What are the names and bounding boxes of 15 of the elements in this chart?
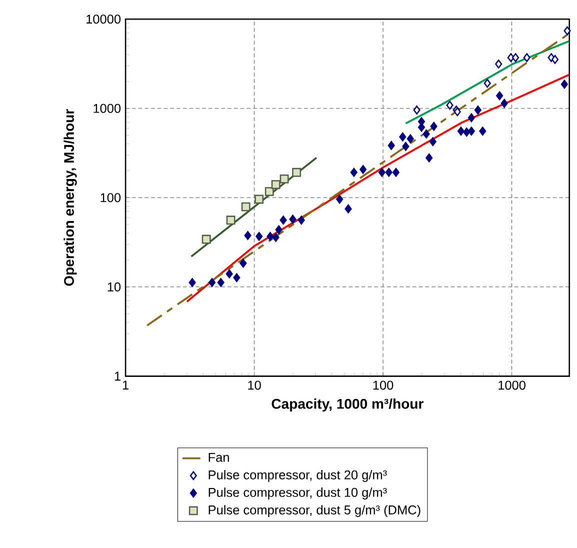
x-tick-label: 1	[122, 380, 128, 390]
y-tick-label: 100	[100, 192, 121, 202]
legend-label: Pulse compressor, dust 5 g/m³ (DMC)	[208, 504, 420, 517]
y-tick-label: 10000	[86, 14, 121, 24]
x-axis-title: Capacity, 1000 m³/hour	[272, 398, 424, 412]
legend-label: Pulse compressor, dust 10 g/m³	[208, 487, 387, 500]
x-tick-label: 1000	[498, 380, 526, 390]
y-axis-title: Operation energy, MJ/hour	[64, 108, 77, 286]
y-tick-label: 10	[108, 282, 121, 292]
x-tick-label: 100	[373, 380, 394, 390]
legend-label: Pulse compressor, dust 20 g/m³	[208, 470, 387, 482]
x-tick-label: 10	[248, 380, 261, 390]
y-tick-label: 1000	[94, 104, 121, 113]
legend-label: Fan	[208, 452, 229, 462]
y-tick-label: 1	[114, 372, 120, 380]
